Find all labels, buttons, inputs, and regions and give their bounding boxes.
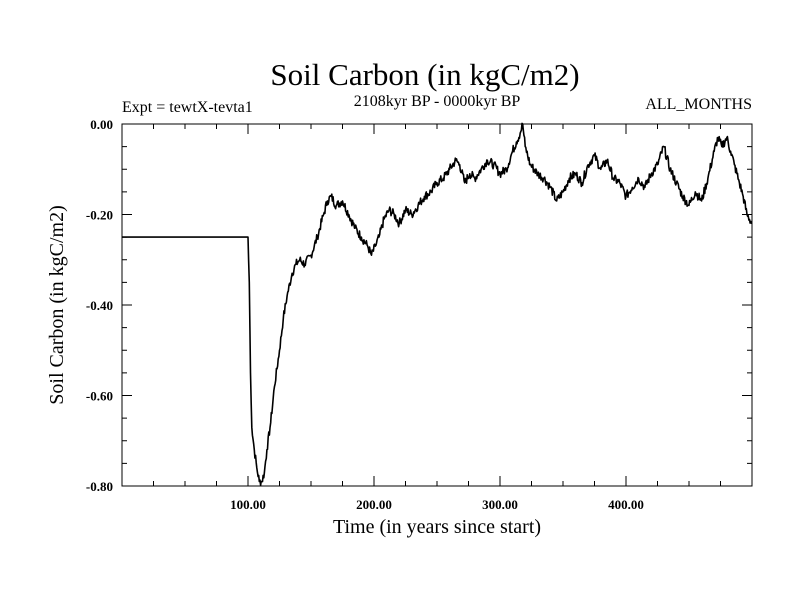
x-tick-label: 200.00 — [356, 497, 392, 512]
experiment-label: Expt = tewtX-tevta1 — [122, 99, 253, 116]
period-label: 2108kyr BP - 0000kyr BP — [354, 93, 521, 110]
y-tick-label: -0.40 — [86, 298, 113, 313]
series-line-soil-carbon — [122, 122, 753, 487]
y-tick-labels: 0.00 -0.20 -0.40 -0.60 -0.80 — [86, 117, 113, 494]
y-tick-label: -0.80 — [86, 479, 113, 494]
plot-frame — [121, 123, 753, 487]
months-label: ALL_MONTHS — [645, 96, 752, 113]
axis-ticks — [122, 124, 752, 486]
x-axis-label: Time (in years since start) — [333, 516, 541, 538]
x-tick-label: 100.00 — [230, 497, 266, 512]
x-tick-labels: 100.00 200.00 300.00 400.00 — [230, 497, 644, 512]
y-tick-label: 0.00 — [90, 117, 113, 132]
y-tick-label: -0.60 — [86, 389, 113, 404]
chart-title: Soil Carbon (in kgC/m2) — [270, 57, 579, 92]
y-axis-label: Soil Carbon (in kgC/m2) — [46, 205, 68, 404]
x-tick-label: 400.00 — [608, 497, 644, 512]
x-tick-label: 300.00 — [482, 497, 518, 512]
y-tick-label: -0.20 — [86, 208, 113, 223]
